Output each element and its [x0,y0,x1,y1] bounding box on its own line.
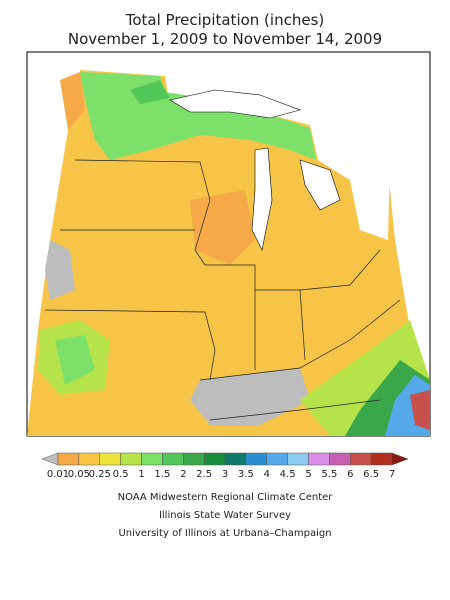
legend-label: 1.5 [154,469,170,480]
legend-swatch [99,452,121,466]
precip-north-2 [130,80,170,104]
legend-swatch [141,452,163,466]
legend-label: 7 [389,469,395,480]
legend-swatch [350,452,372,466]
legend-label: 0.01 [47,469,69,480]
legend-swatch [162,452,184,466]
legend-swatch [120,452,142,466]
credit: NOAA Midwestern Regional Climate Center [118,492,334,503]
precip-green-sw2 [55,335,95,385]
border [44,309,216,381]
legend-swatch [78,452,100,466]
legend-swatch [329,452,351,466]
legend-label: 0.5 [113,469,129,480]
title-line1: Total Precipitation (inches) [125,11,325,29]
lake-superior [169,89,301,119]
credit: University of Illinois at Urbana–Champai… [118,528,331,539]
border [299,249,381,291]
legend-swatch [224,452,247,466]
legend-label: 3 [222,469,228,480]
precip-nw [60,72,85,130]
map [26,51,431,437]
legend-swatch [203,452,226,466]
legend-swatch [57,452,80,466]
title-line2: November 1, 2009 to November 14, 2009 [68,30,382,48]
legend-label: 0.05 [68,469,90,480]
legend-label: 6 [347,469,353,480]
legend-label: 0.25 [89,469,111,480]
legend-arrow-low [41,452,59,466]
precip-orange-c [190,190,255,265]
precip-gray-s [190,368,310,425]
legend-swatch [287,452,309,466]
border [74,159,211,266]
state-borders [44,159,401,421]
credit: Illinois State Water Survey [159,510,291,521]
legend-label: 6.5 [363,469,379,480]
lake-michigan [251,147,273,251]
legend-label: 2.5 [196,469,212,480]
border [199,299,401,381]
precip-gray-w [45,240,75,300]
lake-huron [299,159,341,211]
legend-swatch [245,452,267,466]
legend-label: 2 [180,469,186,480]
legend-label: 5 [305,469,311,480]
legend-label: 1 [138,469,144,480]
legend-label: 5.5 [321,469,337,480]
legend-label: 3.5 [238,469,254,480]
precip-red-se [410,390,430,430]
canada-blank [318,125,390,240]
border [205,264,256,370]
legend-label: 4 [264,469,270,480]
border [209,399,381,421]
legend-arrow-high [391,452,409,466]
legend-swatch [308,452,330,466]
legend: 0.010.050.25 0.5 1 1.5 2 2.5 3 3.5 4 4.5 5 5.5 6 6.5 7 [41,452,409,480]
legend-label: 4.5 [280,469,296,480]
legend-swatch [183,452,205,466]
legend-swatch [266,452,288,466]
legend-swatch [370,452,393,466]
